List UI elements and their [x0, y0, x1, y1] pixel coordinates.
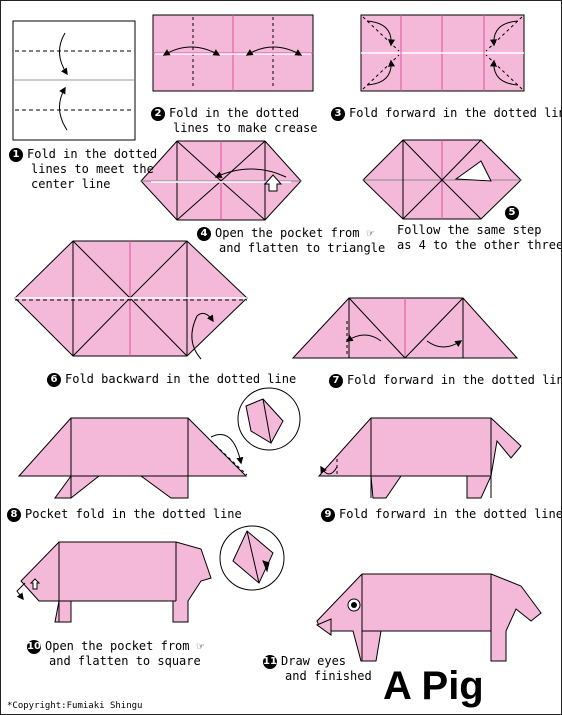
step-number-badge: 1	[9, 148, 23, 162]
step-8-diagram	[17, 387, 301, 499]
step-2-label: 2 Fold in the dotted lines to make crease	[151, 106, 318, 136]
page-title: A Pig	[383, 664, 484, 708]
step-5-number: 5	[505, 205, 523, 220]
step-11-diagram	[315, 573, 542, 662]
step-number-badge: 3	[331, 107, 345, 121]
step-number-badge: 7	[329, 374, 343, 388]
step-4-label: 4 Open the pocket from ☞ and flatten to t…	[197, 226, 385, 256]
step-number-badge: 4	[197, 227, 211, 241]
step-3-label: 3 Fold forward in the dotted line	[331, 106, 561, 121]
step-2-diagram	[152, 14, 314, 92]
step-6-label: 6 Fold backward in the dotted line	[47, 372, 296, 387]
step-3-diagram	[360, 14, 525, 92]
pointer-hand-icon: ☞	[366, 226, 374, 240]
step-number-badge: 8	[7, 508, 21, 522]
step-5-label: Follow the same step as 4 to the other t…	[397, 223, 562, 252]
step-7-label: 7 Fold forward in the dotted line	[329, 373, 561, 388]
step-10-diagram	[16, 525, 285, 623]
step-9-diagram	[317, 417, 522, 499]
step-5-diagram	[362, 139, 522, 220]
step-1-diagram	[12, 20, 136, 141]
copyright-text: *Copyright:Fumiaki Shingu	[7, 701, 143, 711]
step-8-label: 8 Pocket fold in the dotted line	[7, 507, 242, 522]
step-number-badge: 11	[263, 655, 277, 669]
step-number-badge: 10	[27, 640, 41, 654]
step-7-diagram	[291, 297, 519, 359]
pointer-hand-icon: ☞	[196, 639, 204, 653]
step-10-label: 10 Open the pocket from ☞ and flatten to …	[27, 639, 204, 668]
step-1-label: 1 Fold in the dotted lines to meet the ce…	[9, 147, 157, 192]
step-6-diagram	[14, 240, 248, 360]
step-number-badge: 6	[47, 373, 61, 387]
step-9-label: 9 Fold forward in the dotted line	[321, 507, 561, 522]
step-number-badge: 9	[321, 508, 335, 522]
step-11-label: 11 Draw eyes and finished	[263, 654, 372, 683]
step-number-badge: 2	[151, 107, 165, 121]
step-4-diagram	[140, 140, 302, 221]
